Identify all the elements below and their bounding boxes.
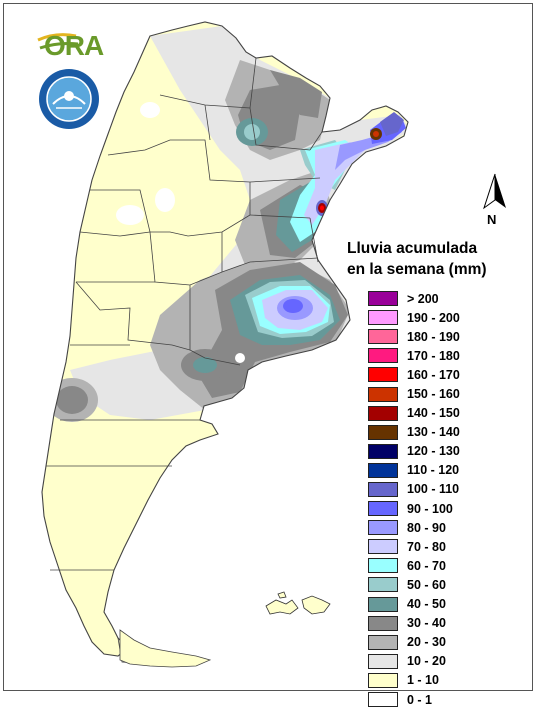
legend-item: 110 - 120 xyxy=(368,461,460,480)
legend-item: 40 - 50 xyxy=(368,595,460,614)
legend-label: 50 - 60 xyxy=(407,577,446,592)
legend-item: 130 - 140 xyxy=(368,423,460,442)
legend-item: 140 - 150 xyxy=(368,404,460,423)
legend-label: > 200 xyxy=(407,291,439,306)
legend-swatch xyxy=(368,672,398,688)
legend-swatch xyxy=(368,520,398,536)
province-borders xyxy=(41,21,409,665)
legend-swatch xyxy=(368,329,398,345)
legend-label: 170 - 180 xyxy=(407,348,460,363)
legend-item: 150 - 160 xyxy=(368,384,460,403)
legend-title: Lluvia acumulada en la semana (mm) xyxy=(347,238,487,280)
legend-swatch xyxy=(368,367,398,383)
legend-label: 80 - 90 xyxy=(407,520,446,535)
north-arrow-icon xyxy=(483,173,506,210)
legend-item: 190 - 200 xyxy=(368,308,460,327)
legend-title-line2: en la semana (mm) xyxy=(347,261,487,278)
legend-label: 0 - 1 xyxy=(407,692,433,707)
legend-label: 120 - 130 xyxy=(407,444,460,459)
legend-label: 140 - 150 xyxy=(407,406,460,421)
legend-label: 70 - 80 xyxy=(407,539,446,554)
legend-swatch xyxy=(368,348,398,364)
legend-swatch xyxy=(368,291,398,307)
smn-seal-icon xyxy=(39,69,99,129)
legend-label: 160 - 170 xyxy=(407,367,460,382)
legend-item: 100 - 110 xyxy=(368,480,460,499)
legend-swatch xyxy=(368,539,398,555)
legend-item: 1 - 10 xyxy=(368,671,460,690)
legend-title-line1: Lluvia acumulada xyxy=(347,240,478,257)
legend-swatch xyxy=(368,462,398,478)
legend-item: 50 - 60 xyxy=(368,575,460,594)
legend-swatch xyxy=(368,653,398,669)
legend-item: 20 - 30 xyxy=(368,633,460,652)
legend-swatch xyxy=(368,615,398,631)
legend-swatch xyxy=(368,577,398,593)
legend-swatch xyxy=(368,501,398,517)
legend-label: 90 - 100 xyxy=(407,501,453,516)
north-label: N xyxy=(487,212,497,227)
legend-swatch xyxy=(368,692,398,708)
tierra-del-fuego xyxy=(119,629,212,668)
legend-item: 170 - 180 xyxy=(368,346,460,365)
legend-label: 110 - 120 xyxy=(407,463,460,478)
legend-label: 40 - 50 xyxy=(407,597,446,612)
legend-swatch xyxy=(368,386,398,402)
legend-item: > 200 xyxy=(368,289,460,308)
legend-swatch xyxy=(368,634,398,650)
ora-logo-icon xyxy=(37,33,79,50)
legend-item: 180 - 190 xyxy=(368,327,460,346)
ora-logo-text: ORA xyxy=(44,30,104,61)
legend-swatch xyxy=(368,405,398,421)
legend-swatch xyxy=(368,558,398,574)
legend-item: 160 - 170 xyxy=(368,365,460,384)
legend-item: 0 - 1 xyxy=(368,690,460,709)
legend-swatch xyxy=(368,443,398,459)
legend-item: 60 - 70 xyxy=(368,556,460,575)
legend-swatch xyxy=(368,310,398,326)
legend-item: 80 - 90 xyxy=(368,518,460,537)
legend-item: 70 - 80 xyxy=(368,537,460,556)
legend-label: 180 - 190 xyxy=(407,329,460,344)
legend: > 200 190 - 200 180 - 190 170 - 180 160 - 17… xyxy=(368,289,460,709)
legend-label: 60 - 70 xyxy=(407,558,446,573)
malvinas-islands xyxy=(265,591,331,615)
legend-label: 100 - 110 xyxy=(407,482,460,497)
legend-swatch xyxy=(368,596,398,612)
legend-item: 10 - 20 xyxy=(368,652,460,671)
legend-label: 20 - 30 xyxy=(407,635,446,650)
legend-label: 30 - 40 xyxy=(407,616,446,631)
legend-label: 150 - 160 xyxy=(407,387,460,402)
legend-item: 30 - 40 xyxy=(368,614,460,633)
legend-item: 90 - 100 xyxy=(368,499,460,518)
legend-label: 190 - 200 xyxy=(407,310,460,325)
legend-label: 10 - 20 xyxy=(407,654,446,669)
legend-swatch xyxy=(368,481,398,497)
legend-label: 130 - 140 xyxy=(407,425,460,440)
legend-swatch xyxy=(368,424,398,440)
legend-item: 120 - 130 xyxy=(368,442,460,461)
legend-label: 1 - 10 xyxy=(407,673,439,688)
